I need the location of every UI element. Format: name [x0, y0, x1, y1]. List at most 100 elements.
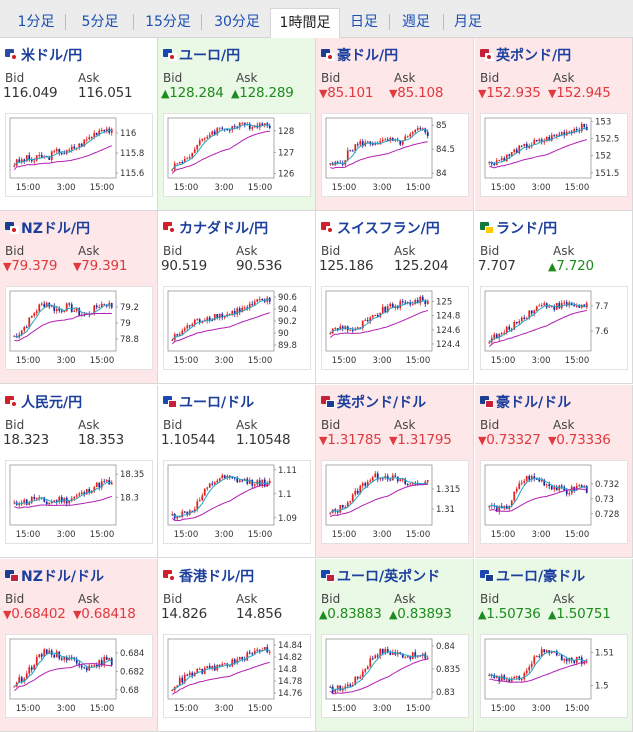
- currency-pair-link[interactable]: ユーロ/豪ドル: [480, 566, 585, 585]
- ask-value-text: 0.68418: [81, 606, 136, 622]
- candle-body: [38, 304, 41, 312]
- currency-card[interactable]: 豪ドル/ドル Bid Ask ▼0.73327 ▼0.73336 0.732 0.73 0.7…: [475, 385, 633, 558]
- bid-value-text: 1.50736: [486, 606, 541, 622]
- mini-chart[interactable]: 125 124.8 124.6 124.4 15:00 3:00 15:00: [321, 286, 469, 370]
- currency-pair-link[interactable]: ユーロ/英ポンド: [321, 566, 440, 585]
- x-tick-label: 15:00: [16, 704, 41, 714]
- plot-frame: [9, 290, 117, 352]
- mini-chart[interactable]: 116 115.8 115.6 15:00 3:00 15:00: [5, 113, 153, 197]
- currency-card[interactable]: ランド/円 Bid Ask 7.707 ▲7.720 7.7 7.6 15:00 3:00 15:…: [475, 211, 633, 384]
- currency-card[interactable]: 英ポンド/ドル Bid Ask ▼1.31785 ▼1.31795 1.315 1.31 15…: [316, 385, 474, 558]
- bid-value: ▼79.379: [3, 258, 58, 274]
- candle-body: [243, 122, 246, 126]
- x-tick-label: 15:00: [174, 704, 199, 714]
- mini-chart[interactable]: 0.684 0.682 0.68 15:00 3:00 15:00: [5, 634, 153, 718]
- currency-card[interactable]: ユーロ/円 Bid Ask ▲128.284 ▲128.289 128 127 126 15:0…: [158, 38, 316, 211]
- candle-body: [369, 317, 372, 322]
- currency-card[interactable]: スイスフラン/円 Bid Ask 125.186 125.204 125 124.8 124.…: [316, 211, 474, 384]
- x-tick-label: 15:00: [16, 183, 41, 193]
- currency-pair-link[interactable]: 香港ドル/円: [163, 566, 254, 585]
- tab-timeframe[interactable]: 日足: [350, 14, 378, 30]
- candle-body: [98, 482, 101, 488]
- currency-card[interactable]: ユーロ/英ポンド Bid Ask ▲0.83883 ▲0.83893 0.84 0.835 0…: [316, 559, 474, 732]
- candle-body: [523, 480, 526, 483]
- candle-body: [394, 475, 397, 477]
- candle-body: [361, 483, 364, 486]
- currency-card[interactable]: 米ドル/円 Bid Ask 116.049 116.051 116 115.8 115.6 15…: [0, 38, 158, 211]
- candle-body: [399, 479, 402, 482]
- candle-body: [53, 654, 56, 658]
- currency-pair-link[interactable]: 英ポンド/ドル: [321, 392, 426, 411]
- tab-timeframe[interactable]: 30分足: [214, 14, 260, 30]
- candle-body: [513, 676, 516, 679]
- mini-chart[interactable]: 18.35 18.3 15:00 3:00 15:00: [5, 460, 153, 544]
- candle-body: [196, 144, 199, 150]
- currency-pair-link[interactable]: カナダドル/円: [163, 218, 268, 237]
- mini-chart[interactable]: 0.732 0.73 0.728 15:00 3:00 15:00: [480, 460, 628, 544]
- currency-card[interactable]: 豪ドル/円 Bid Ask ▼85.101 ▼85.108 85 84.5 84 15:00 3:…: [316, 38, 474, 211]
- currency-pair-link[interactable]: NZドル/円: [5, 218, 90, 237]
- currency-pair-link[interactable]: 人民元/円: [5, 392, 82, 411]
- currency-card[interactable]: 香港ドル/円 Bid Ask 14.826 14.856 14.84 14.82 14.8 14…: [158, 559, 316, 732]
- candle-body: [243, 307, 246, 309]
- candle-body: [560, 132, 563, 136]
- candle-body: [525, 318, 528, 320]
- mini-chart[interactable]: 1.11 1.1 1.09 15:00 3:00 15:00: [163, 460, 311, 544]
- mini-chart[interactable]: 1.51 1.5 15:00 3:00 15:00: [480, 634, 628, 718]
- candlestick-chart: 128 127 126 15:00 3:00 15:00: [167, 117, 294, 193]
- candle-body: [35, 311, 38, 314]
- plot-frame: [325, 117, 433, 179]
- currency-card[interactable]: NZドル/円 Bid Ask ▼79.379 ▼79.391 79.2 79 78.8 15:0…: [0, 211, 158, 384]
- tab-timeframe[interactable]: 15分足: [145, 14, 191, 30]
- currency-pair-link[interactable]: 豪ドル/ドル: [480, 392, 571, 411]
- currency-pair-link[interactable]: ユーロ/ドル: [163, 392, 254, 411]
- mini-chart[interactable]: 153 152.5 152 151.5 15:00 3:00 15:00: [480, 113, 628, 197]
- tab-timeframe[interactable]: 週足: [402, 14, 430, 30]
- currency-pair-link[interactable]: NZドル/ドル: [5, 566, 104, 585]
- currency-pair-link[interactable]: 米ドル/円: [5, 45, 82, 64]
- mini-chart[interactable]: 0.84 0.835 0.83 15:00 3:00 15:00: [321, 634, 469, 718]
- candle-body: [48, 502, 51, 505]
- candle-body: [20, 159, 23, 163]
- currency-pair-link[interactable]: ランド/円: [480, 218, 557, 237]
- mini-chart[interactable]: 79.2 79 78.8 15:00 3:00 15:00: [5, 286, 153, 370]
- candle-body: [339, 504, 342, 513]
- currency-card[interactable]: カナダドル/円 Bid Ask 90.519 90.536 90.6 90.4 90.2 90 8…: [158, 211, 316, 384]
- bid-value: 18.323: [3, 432, 49, 448]
- candle-body: [570, 131, 573, 133]
- bid-label: Bid: [163, 592, 183, 606]
- currency-card[interactable]: 英ポンド/円 Bid Ask ▼152.935 ▼152.945 153 152.5 152 1…: [475, 38, 633, 211]
- bid-value-text: 0.73327: [486, 432, 541, 448]
- candle-body: [515, 488, 518, 492]
- tab-timeframe[interactable]: 1分足: [17, 14, 55, 30]
- candle-body: [540, 139, 543, 143]
- currency-card[interactable]: 人民元/円 Bid Ask 18.323 18.353 18.35 18.3 15:00 3:0…: [0, 385, 158, 558]
- currency-card[interactable]: ユーロ/豪ドル Bid Ask ▲1.50736 ▲1.50751 1.51 1.5 15:0…: [475, 559, 633, 732]
- mini-chart[interactable]: 85 84.5 84 15:00 3:00 15:00: [321, 113, 469, 197]
- candle-body: [510, 151, 513, 156]
- mini-chart[interactable]: 90.6 90.4 90.2 90 89.8 15:00 3:00 15:00: [163, 286, 311, 370]
- ask-value: 1.10548: [236, 432, 291, 448]
- mini-chart[interactable]: 7.7 7.6 15:00 3:00 15:00: [480, 286, 628, 370]
- currency-pair-link[interactable]: 豪ドル/円: [321, 45, 398, 64]
- y-tick-label: 152.5: [595, 135, 619, 145]
- currency-pair-link[interactable]: スイスフラン/円: [321, 218, 440, 237]
- tab-timeframe[interactable]: 1時間足: [270, 8, 340, 39]
- candle-body: [70, 498, 73, 501]
- currency-pair-link[interactable]: 英ポンド/円: [480, 45, 571, 64]
- candlestick-chart: 116 115.8 115.6 15:00 3:00 15:00: [9, 117, 144, 193]
- currency-flag-icon: [163, 222, 177, 234]
- y-tick-label: 1.09: [278, 514, 297, 524]
- mini-chart[interactable]: 1.315 1.31 15:00 3:00 15:00: [321, 460, 469, 544]
- currency-pair-link[interactable]: ユーロ/円: [163, 45, 240, 64]
- candle-body: [221, 475, 224, 479]
- down-arrow-icon: ▼: [389, 87, 398, 100]
- mini-chart[interactable]: 14.84 14.82 14.8 14.78 14.76 15:00 3:00 15:00: [163, 634, 311, 718]
- currency-card[interactable]: ユーロ/ドル Bid Ask 1.10544 1.10548 1.11 1.1 1.09 15:…: [158, 385, 316, 558]
- candle-body: [406, 302, 409, 304]
- tab-timeframe[interactable]: 5分足: [81, 14, 119, 30]
- currency-card[interactable]: NZドル/ドル Bid Ask ▼0.68402 ▼0.68418 0.684 0.682 0…: [0, 559, 158, 732]
- mini-chart[interactable]: 128 127 126 15:00 3:00 15:00: [163, 113, 311, 197]
- tab-timeframe[interactable]: 月足: [454, 14, 482, 30]
- candle-body: [196, 501, 199, 510]
